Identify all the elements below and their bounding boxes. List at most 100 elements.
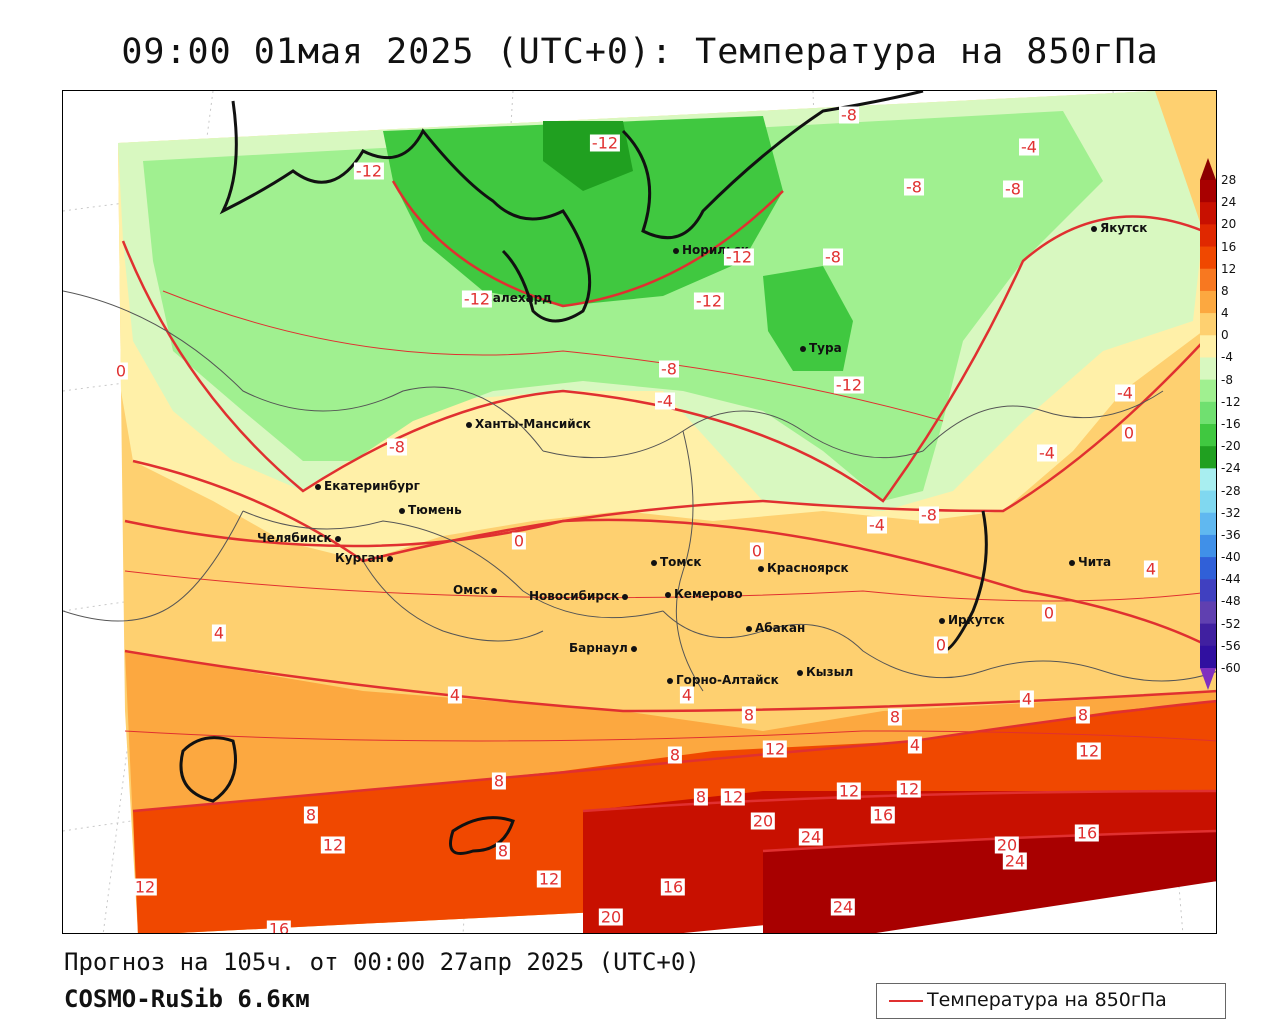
city-marker-icon [466, 421, 472, 428]
contour-label: -8 [904, 177, 924, 197]
colorbar-segment [1200, 468, 1216, 492]
city-marker-icon [797, 669, 803, 676]
contour-label: -12 [723, 247, 755, 267]
city-marker-icon [491, 587, 498, 594]
colorbar-segment [1200, 601, 1216, 625]
contour-label: 12 [762, 739, 788, 759]
colorbar-segment [1200, 357, 1216, 381]
page-title: 09:00 01мая 2025 (UTC+0): Температура на… [121, 32, 1159, 72]
contour-label: 4 [447, 685, 463, 705]
colorbar-tick-label: 20 [1221, 217, 1237, 232]
colorbar-tick-label: -28 [1221, 483, 1241, 498]
temperature-colorbar [1200, 158, 1216, 690]
region-boundaries [63, 290, 1216, 692]
city-marker-icon [673, 247, 679, 254]
map-panel: Норильск Салехард Тура Якутск Ханты-Манс… [62, 90, 1217, 934]
isotherm-lines [121, 180, 1216, 853]
city-kemerovo: Кемерово [665, 587, 743, 601]
city-kyzyl: Кызыл [797, 665, 853, 679]
contour-label: 24 [830, 897, 856, 917]
colorbar-tick-label: 28 [1221, 173, 1237, 187]
contour-label: 16 [266, 920, 292, 933]
colorbar-tick-label: -60 [1221, 661, 1241, 675]
contour-label: 24 [1002, 851, 1028, 871]
contour-label: -4 [867, 515, 887, 535]
contour-label: 8 [667, 745, 683, 765]
contour-label: 8 [887, 707, 903, 727]
city-marker-icon [630, 645, 637, 652]
city-marker-icon [315, 483, 321, 490]
colorbar-segment [1200, 490, 1216, 514]
colorbar-segment [1200, 313, 1216, 336]
colorbar-top-arrow [1200, 158, 1216, 180]
colorbar-segment [1200, 202, 1216, 225]
contour-label: -8 [387, 437, 407, 457]
colorbar-tick-label: -4 [1221, 350, 1233, 365]
city-marker-icon [622, 593, 629, 600]
city-marker-icon [758, 565, 764, 572]
contour-label: 20 [994, 835, 1020, 855]
contour-label: 0 [933, 635, 949, 655]
contour-label: -4 [1037, 443, 1057, 463]
colorbar-segment [1200, 623, 1216, 647]
city-chelyabinsk: Челябинск [257, 531, 344, 545]
contour-label: 4 [211, 623, 227, 643]
contour-label: -12 [833, 375, 865, 395]
colorbar-tick-label: -32 [1221, 505, 1241, 520]
colorbar-segment [1200, 290, 1216, 314]
colorbar-tick-label: -36 [1221, 527, 1241, 542]
colorbar-tick-label: -24 [1221, 461, 1241, 476]
contour-label: 0 [511, 531, 527, 551]
contour-label: 0 [749, 541, 765, 561]
colorbar-segment [1200, 401, 1216, 425]
city-marker-icon [1091, 225, 1097, 232]
city-marker-icon [399, 507, 405, 514]
city-tyumen: Тюмень [399, 503, 462, 517]
colorbar-segment [1200, 424, 1216, 447]
contour-label: 4 [679, 685, 695, 705]
temperature-map [63, 91, 1216, 933]
contour-label: 0 [1121, 423, 1137, 443]
contour-label: 8 [495, 841, 511, 861]
city-omsk: Омск [453, 583, 500, 597]
colorbar-segment [1200, 579, 1216, 602]
coastline [179, 91, 988, 855]
contour-label: 12 [132, 877, 158, 897]
contour-label: -8 [823, 247, 843, 267]
contour-label: 8 [303, 805, 319, 825]
contour-label: -8 [1003, 179, 1023, 199]
colorbar-segments [1200, 158, 1216, 690]
contour-label: -8 [839, 105, 859, 125]
contour-label: 20 [750, 811, 776, 831]
contour-label: 8 [491, 771, 507, 791]
colorbar-segment [1200, 268, 1216, 292]
contour-label: 4 [1019, 689, 1035, 709]
colorbar-tick-label: -8 [1221, 372, 1233, 387]
city-barnaul: Барнаул [569, 641, 640, 655]
colorbar-tick-label: 16 [1221, 239, 1237, 254]
contour-label: 0 [1041, 603, 1057, 623]
colorbar-tick-label: -52 [1221, 616, 1241, 631]
colorbar-segment [1200, 180, 1216, 203]
contour-label: 12 [320, 835, 346, 855]
temperature-fill [118, 91, 1216, 933]
city-marker-icon [1069, 559, 1075, 566]
colorbar-tick-label: -44 [1221, 572, 1241, 587]
contour-label: 20 [598, 907, 624, 927]
contour-label: 8 [693, 787, 709, 807]
contour-label: -12 [693, 291, 725, 311]
city-chita: Чита [1069, 555, 1111, 569]
city-abakan: Абакан [746, 621, 805, 635]
colorbar-tick-label: 0 [1221, 328, 1229, 343]
colorbar-tick-label: -56 [1221, 638, 1241, 653]
colorbar-tick-label: -16 [1221, 417, 1241, 431]
map-legend: Температура на 850гПа [876, 983, 1226, 1019]
contour-label: 12 [836, 781, 862, 801]
colorbar-tick-label: -40 [1221, 550, 1241, 565]
legend-label: Температура на 850гПа [927, 989, 1167, 1011]
contour-label: 12 [720, 787, 746, 807]
colorbar-bottom-arrow [1200, 668, 1216, 690]
contour-label: 16 [660, 877, 686, 897]
city-marker-icon [800, 345, 806, 352]
colorbar-segment [1200, 446, 1216, 469]
